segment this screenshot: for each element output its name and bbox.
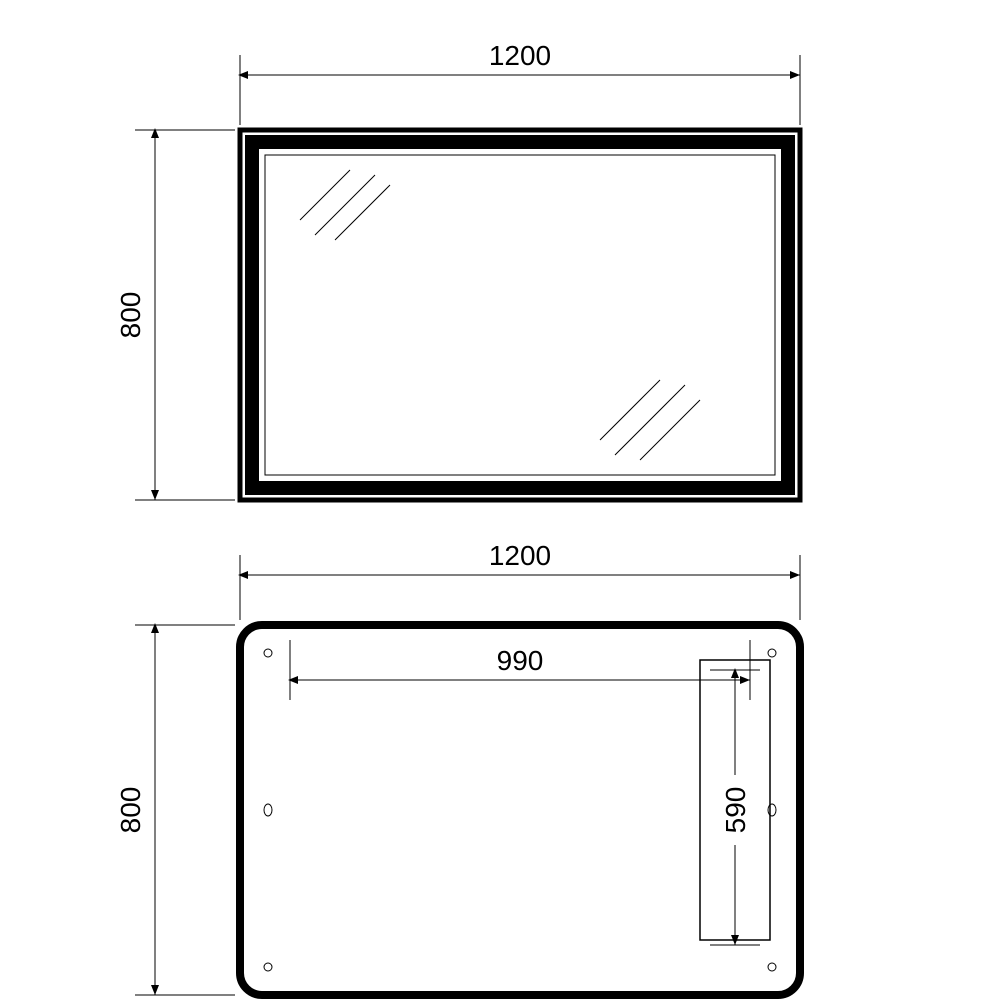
dim-front-width: 1200 <box>240 40 800 125</box>
dim-back-height-label: 800 <box>115 787 146 834</box>
front-view: 1200 800 <box>115 40 800 500</box>
dim-front-height-label: 800 <box>115 292 146 339</box>
back-view: 1200 800 990 590 <box>115 540 800 995</box>
dim-inner-width-label: 990 <box>497 645 544 676</box>
dim-front-width-label: 1200 <box>489 40 551 71</box>
dim-back-width-label: 1200 <box>489 540 551 571</box>
dim-front-height: 800 <box>115 130 235 500</box>
dim-inner-height-label: 590 <box>720 787 751 834</box>
dim-back-height: 800 <box>115 625 235 995</box>
dim-back-width: 1200 <box>240 540 800 620</box>
